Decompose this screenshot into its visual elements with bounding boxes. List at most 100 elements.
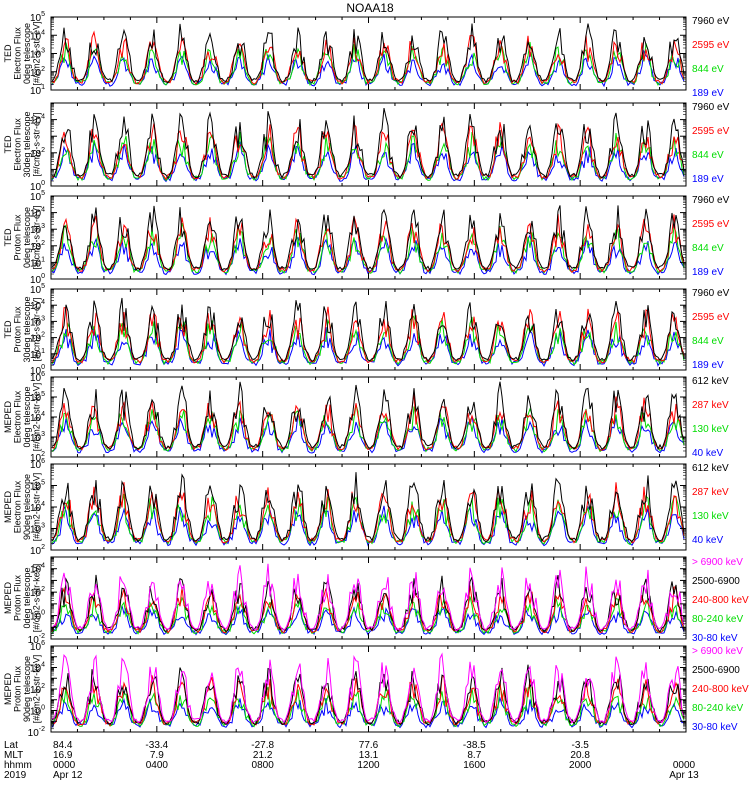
y-tick-label: 106 [30, 371, 45, 384]
legend-entry: 7960 eV [692, 288, 730, 299]
y-tick-label: 100 [30, 180, 45, 193]
series-trace-1 [51, 23, 685, 84]
legend-entry: 30-80 keV [692, 633, 738, 644]
legend-entry: 189 eV [692, 174, 724, 185]
flux-traces [51, 563, 685, 636]
legend-entry: 7960 eV [692, 16, 730, 27]
x-tick-label: -38.5 [463, 740, 486, 751]
y-tick-label: 105 [30, 391, 45, 404]
flux-traces [51, 652, 685, 729]
y-tick-label: 103 [30, 523, 45, 536]
x-tick-label: -3.5 [572, 740, 590, 751]
series-trace-1 [51, 381, 685, 451]
legend-entry: 844 eV [692, 150, 724, 161]
x-tick-label: -33.4 [145, 740, 168, 751]
legend-entry: 2595 eV [692, 40, 730, 51]
legend-entry: 2595 eV [692, 312, 730, 323]
x-row-label: hhmm [4, 760, 32, 771]
series-trace-4 [51, 49, 685, 88]
legend-entry: 130 keV [692, 424, 729, 435]
series-trace-1 [51, 107, 685, 179]
legend: 612 keV 287 keV 130 keV 40 keV [692, 463, 729, 546]
series-trace-1 [51, 652, 685, 725]
y-tick-label: 102 [30, 147, 45, 160]
y-tick-label: 105 [30, 190, 45, 203]
y-tick-label: 103 [30, 315, 45, 328]
y-tick-label: 101 [30, 348, 45, 361]
y-tick-label: 103 [30, 48, 45, 61]
legend: > 6900 keV 2500-6900 240-800 keV 80-240 keV… [692, 646, 749, 733]
y-tick-label: 104 [30, 299, 45, 312]
y-tick-label: 104 [30, 207, 45, 220]
legend-entry: 189 eV [692, 360, 724, 371]
panel-6: 102 103 104 105 106 MEPEDElectron Flux90deg t… [3, 458, 729, 557]
flux-traces [51, 381, 685, 454]
x-tick-label: 2000 [569, 760, 592, 771]
y-tick-label: 102 [30, 586, 45, 599]
panel-8: 10-2 100 102 104 106 MEPEDProton Flux90deg te… [3, 640, 749, 739]
y-tick-label: 106 [30, 640, 45, 653]
y-tick-label: 105 [30, 11, 45, 24]
series-trace-5 [51, 696, 685, 729]
series-trace-1 [51, 297, 685, 363]
legend-entry: 7960 eV [692, 195, 730, 206]
y-tick-label: 102 [30, 544, 45, 557]
x-tick-label: 21.2 [253, 750, 273, 761]
x-tick-label: -27.8 [251, 740, 274, 751]
y-tick-label: 100 [30, 610, 45, 623]
panel-3: 100 101 102 103 104 105 TEDProton Flux0deg tel… [3, 190, 730, 286]
legend: 7960 eV 2595 eV 844 eV 189 eV [692, 288, 730, 371]
y-tick-label: 103 [30, 223, 45, 236]
flux-traces [51, 107, 685, 183]
legend-entry: 287 keV [692, 400, 729, 411]
x-tick-label: 0400 [146, 760, 169, 771]
y-tick-label: 102 [30, 451, 45, 464]
x-tick-label: 16.9 [53, 750, 73, 761]
legend-entry: 2500-6900 [692, 665, 740, 676]
y-tick-label: 10-2 [28, 633, 45, 646]
legend-entry: 2595 eV [692, 219, 730, 230]
y-tick-label: 100 [30, 364, 45, 377]
x-tick-label: Apr 13 [669, 770, 699, 781]
legend-entry: 189 eV [692, 267, 724, 278]
x-row-label: MLT [4, 750, 23, 761]
x-tick-label: 7.9 [150, 750, 164, 761]
series-trace-4 [51, 596, 685, 635]
x-tick-label: 84.4 [53, 740, 73, 751]
panel-frame [50, 16, 687, 91]
x-tick-label: Apr 12 [53, 770, 83, 781]
legend-entry: 40 keV [692, 448, 723, 459]
y-axis-label: TEDElectron Flux0deg telescope[#/cm2-s-s… [3, 21, 42, 85]
y-tick-label: 10-2 [28, 726, 45, 739]
y-tick-label: 105 [30, 480, 45, 493]
y-tick-label: 104 [30, 501, 45, 514]
y-tick-label: 105 [30, 283, 45, 296]
y-tick-label: 102 [30, 240, 45, 253]
y-tick-label: 106 [30, 458, 45, 471]
x-tick-label: 8.7 [467, 750, 481, 761]
y-axis-label: TEDProton Flux30deg telescope[#/cm2-s-st… [3, 296, 42, 362]
series-trace-3 [51, 131, 685, 182]
legend: > 6900 keV 2500-6900 240-800 keV 80-240 keV… [692, 557, 749, 644]
x-tick-label: 13.1 [359, 750, 379, 761]
x-tick-label: 0000 [53, 760, 76, 771]
flux-traces [51, 205, 685, 276]
legend-entry: 30-80 keV [692, 722, 738, 733]
y-tick-label: 104 [30, 411, 45, 424]
y-axis-label: TEDProton Flux0deg telescope[#/cm2-s-str… [3, 205, 42, 269]
legend-entry: > 6900 keV [692, 557, 743, 568]
series-trace-2 [51, 664, 685, 726]
x-tick-label: 1600 [463, 760, 486, 771]
legend-entry: 80-240 keV [692, 703, 743, 714]
y-tick-label: 102 [30, 332, 45, 345]
legend-entry: 287 keV [692, 487, 729, 498]
y-tick-label: 101 [30, 84, 45, 97]
legend-entry: 844 eV [692, 64, 724, 75]
y-tick-label: 104 [30, 563, 45, 576]
y-tick-label: 102 [30, 683, 45, 696]
legend-entry: 2595 eV [692, 126, 730, 137]
legend-entry: 844 eV [692, 336, 724, 347]
